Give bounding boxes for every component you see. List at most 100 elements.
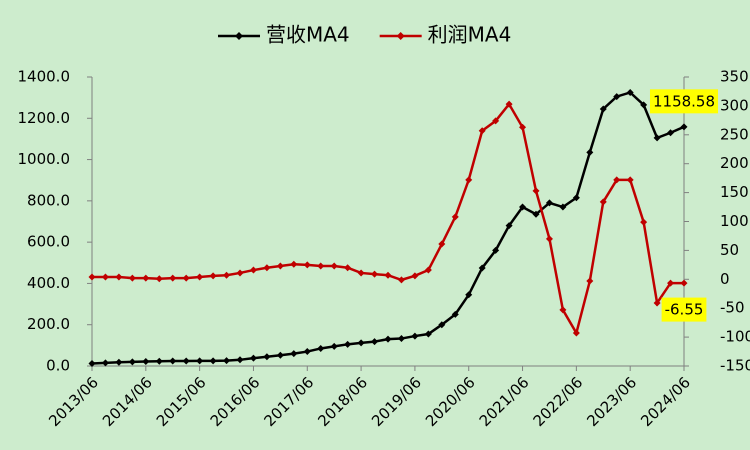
marker: [680, 279, 688, 287]
marker: [101, 359, 109, 367]
marker: [586, 277, 594, 285]
marker: [128, 358, 136, 366]
marker: [667, 129, 675, 137]
marker: [572, 329, 580, 337]
marker: [276, 262, 284, 270]
marker: [492, 117, 500, 125]
y2-tick-label: 150: [720, 183, 749, 201]
value-label-text: 1158.58: [653, 92, 715, 110]
value-label: -6.55: [661, 297, 707, 322]
y-tick-label: 800.0: [27, 191, 70, 209]
marker: [101, 273, 109, 281]
marker: [465, 176, 473, 184]
marker: [626, 88, 634, 96]
marker: [492, 246, 500, 254]
marker: [128, 274, 136, 282]
marker: [182, 274, 190, 282]
marker: [263, 264, 271, 272]
marker: [559, 306, 567, 314]
marker: [438, 240, 446, 248]
marker: [344, 264, 352, 272]
marker: [209, 357, 217, 365]
marker: [88, 360, 96, 368]
marker: [478, 127, 486, 135]
marker: [640, 101, 648, 109]
value-label-text: -6.55: [665, 301, 704, 319]
marker: [88, 273, 96, 281]
marker: [357, 339, 365, 347]
marker: [249, 354, 257, 362]
y2-tick-label: -150: [720, 357, 750, 375]
marker: [626, 176, 634, 184]
marker: [155, 357, 163, 365]
marker: [236, 269, 244, 277]
marker: [317, 262, 325, 270]
marker: [196, 357, 204, 365]
marker: [303, 348, 311, 356]
marker: [599, 105, 607, 113]
legend-label: 营收MA4: [266, 23, 350, 47]
marker: [263, 353, 271, 361]
y-tick-label: 200.0: [27, 315, 70, 333]
marker: [519, 203, 527, 211]
marker: [451, 213, 459, 221]
value-label-box: [661, 297, 707, 322]
value-label: 1158.58: [649, 89, 719, 114]
marker: [290, 260, 298, 268]
marker: [451, 310, 459, 318]
y2-tick-label: 350: [720, 68, 749, 86]
marker: [371, 338, 379, 346]
y-tick-label: 1000.0: [18, 150, 71, 168]
marker: [142, 357, 150, 365]
y2-tick-label: 0: [720, 270, 730, 288]
y-tick-label: 0.0: [46, 357, 70, 375]
legend-label: 利润MA4: [428, 23, 512, 47]
marker: [424, 266, 432, 274]
marker: [249, 266, 257, 274]
marker: [411, 332, 419, 340]
marker: [303, 261, 311, 269]
marker: [155, 275, 163, 283]
marker: [397, 335, 405, 343]
marker: [236, 356, 244, 364]
marker: [169, 357, 177, 365]
y2-tick-label: 50: [720, 241, 739, 259]
marker: [169, 274, 177, 282]
value-label-box: [649, 89, 719, 114]
marker: [223, 271, 231, 279]
marker: [559, 203, 567, 211]
y-tick-label: 400.0: [27, 274, 70, 292]
marker: [505, 100, 513, 108]
marker: [532, 187, 540, 195]
marker: [397, 276, 405, 284]
marker: [411, 272, 419, 280]
y2-tick-label: 200: [720, 154, 749, 172]
marker: [182, 357, 190, 365]
marker: [209, 272, 217, 280]
marker: [438, 321, 446, 329]
marker: [317, 344, 325, 352]
marker: [276, 351, 284, 359]
marker: [384, 335, 392, 343]
marker: [344, 340, 352, 348]
marker: [357, 269, 365, 277]
marker: [424, 330, 432, 338]
marker: [545, 199, 553, 207]
marker: [115, 273, 123, 281]
marker: [223, 357, 231, 365]
marker: [613, 176, 621, 184]
marker: [115, 358, 123, 366]
y2-tick-label: 100: [720, 212, 749, 230]
marker: [653, 134, 661, 142]
marker: [290, 350, 298, 358]
marker: [371, 270, 379, 278]
y2-tick-label: 300: [720, 96, 749, 114]
marker: [667, 279, 675, 287]
marker: [384, 271, 392, 279]
y-tick-label: 600.0: [27, 233, 70, 251]
y-tick-label: 1400.0: [18, 68, 71, 86]
marker: [478, 264, 486, 272]
legend-marker: [396, 32, 405, 40]
